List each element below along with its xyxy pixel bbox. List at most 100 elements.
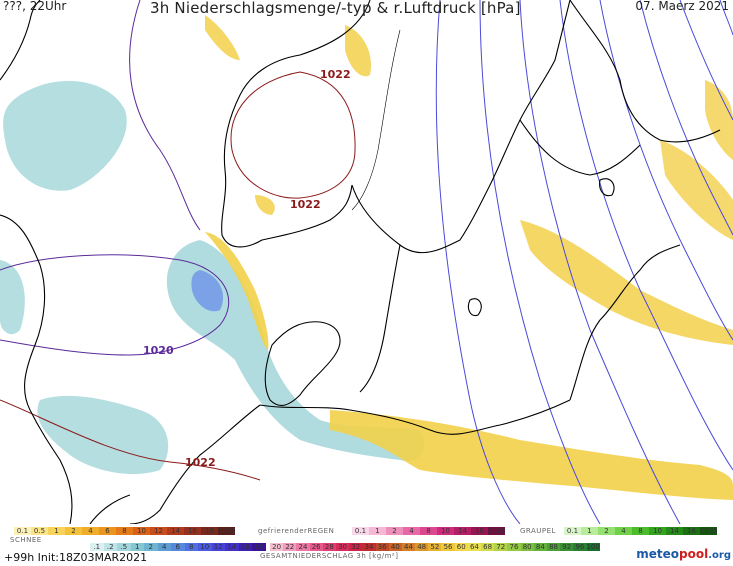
isobar-label: 1022 — [320, 68, 351, 81]
legend-cell: 24 — [296, 543, 310, 551]
legend-cell: 14 — [225, 543, 239, 551]
legend-cell: 44 — [401, 543, 416, 551]
legend-cell: 60 — [454, 543, 468, 551]
legend-cell: 1 — [130, 543, 144, 551]
isobar-1022-south — [0, 399, 261, 481]
coast-baltic-states — [569, 244, 681, 401]
isobar-west-arc — [129, 0, 201, 231]
legend-cell: 84 — [533, 543, 547, 551]
snow-core — [191, 270, 224, 312]
legend-cell: 30 — [335, 543, 350, 551]
snow-area-northsea — [166, 240, 424, 461]
legend-cell: 18 — [201, 527, 218, 535]
map-date: 07. Maerz 2021 — [635, 0, 729, 13]
isobar-label: 1022 — [185, 456, 216, 469]
coast-sweden-south — [359, 244, 401, 393]
legend-cell: .5 — [117, 543, 131, 551]
coast-scotland — [0, 0, 41, 81]
legend-cell: 2 — [598, 527, 615, 535]
legend-cell: 76 — [507, 543, 521, 551]
coast-uk-east — [0, 214, 46, 411]
legend-cell: 22 — [283, 543, 297, 551]
rain-spot-southnorway — [255, 195, 275, 215]
legend-cell: 10 — [198, 543, 212, 551]
coast-uk-south — [29, 409, 73, 525]
rain-area-northeast — [660, 140, 733, 240]
legend-cell: 16 — [471, 527, 488, 535]
isobar-diag-6 — [639, 0, 733, 236]
coast-netherlands — [129, 404, 261, 525]
legend-cell: 4 — [157, 543, 171, 551]
coast-finland — [569, 0, 721, 143]
total-precip-color-scale: 20 22 24 26 28 30 32 34 36 40 44 48 52 56 60 64 68 72 76 80… — [270, 543, 600, 551]
total-precip-title: GESAMTNIEDERSCHLAG 3h [kg/m²] — [260, 552, 399, 560]
legend-cell: 88 — [546, 543, 561, 551]
legend-cell: 64 — [467, 543, 481, 551]
isobar-diag-8 — [719, 0, 733, 36]
isobar-diag-2 — [479, 0, 601, 525]
legend-cell: 8 — [116, 527, 133, 535]
legend-cell: 20 — [270, 543, 284, 551]
snow-title: SCHNEE — [10, 536, 42, 544]
legend-cell: 0.1 — [352, 527, 369, 535]
legend-cell: 56 — [441, 543, 455, 551]
precipitation-fields — [0, 15, 733, 500]
legend-cell: 72 — [494, 543, 508, 551]
legend-cell: 40 — [388, 543, 402, 551]
legend-cell: 6 — [99, 527, 116, 535]
legend-cell: 92 — [560, 543, 574, 551]
legend-cell: 16 — [238, 543, 252, 551]
legend-cell: 26 — [309, 543, 323, 551]
legend-cell: 34 — [362, 543, 376, 551]
legend-cell: 2 — [144, 543, 158, 551]
legend-cell: 14 — [167, 527, 184, 535]
map-title: 3h Niederschlagsmenge/-typ & r.Luftdruck… — [150, 0, 521, 17]
legend-cell: 10 — [437, 527, 454, 535]
coastlines — [0, 0, 721, 525]
isobar-1020-west — [0, 254, 230, 356]
brand-mid: pool — [679, 547, 709, 561]
legend-cell: 0.1 — [14, 527, 31, 535]
legend-cell: 1 — [369, 527, 386, 535]
border-sweden-norway — [351, 29, 401, 211]
legend-cell: 4 — [615, 527, 632, 535]
legend-cell: 68 — [481, 543, 495, 551]
legend-cell: 14 — [454, 527, 471, 535]
snow-color-scale: .1.2.5 1 2 4 6 8 10 12 14 16 18 — [90, 543, 266, 551]
rain-band-east — [520, 220, 733, 345]
legend-cell: 16 — [184, 527, 201, 535]
brand-pre: meteo — [636, 547, 680, 561]
header-run-time: ???, 22Uhr — [3, 0, 67, 13]
coast-islands — [467, 178, 615, 317]
legend-cell: 2 — [65, 527, 82, 535]
legend-cell: 2 — [386, 527, 403, 535]
legend-cell: 6 — [171, 543, 185, 551]
legend-cell: 8 — [632, 527, 649, 535]
meteopool-logo[interactable]: meteopool.org — [636, 547, 731, 561]
rain-band-south — [330, 410, 733, 500]
legend-cell: 14 — [666, 527, 683, 535]
legend-cell: 16 — [683, 527, 700, 535]
brand-suffix: .org — [708, 550, 731, 561]
legend-cell: 28 — [322, 543, 336, 551]
isobar-lines — [0, 0, 733, 525]
legend-cell: .2 — [103, 543, 117, 551]
isobar-diag-7 — [679, 0, 733, 121]
isobar-diag-5 — [599, 0, 733, 341]
legend-cell: 0.1 — [564, 527, 581, 535]
legend-cell: 32 — [349, 543, 363, 551]
legend-cell: 0.5 — [31, 527, 48, 535]
snow-area-far-west — [0, 260, 25, 335]
legend-cell: 10 — [649, 527, 666, 535]
legend-cell: 4 — [82, 527, 99, 535]
isobar-diag-4 — [559, 0, 733, 471]
legend-cell: 1 — [48, 527, 65, 535]
legend-cell: .1 — [90, 543, 104, 551]
coast-norway — [221, 0, 371, 248]
legend-cell: 12 — [150, 527, 167, 535]
